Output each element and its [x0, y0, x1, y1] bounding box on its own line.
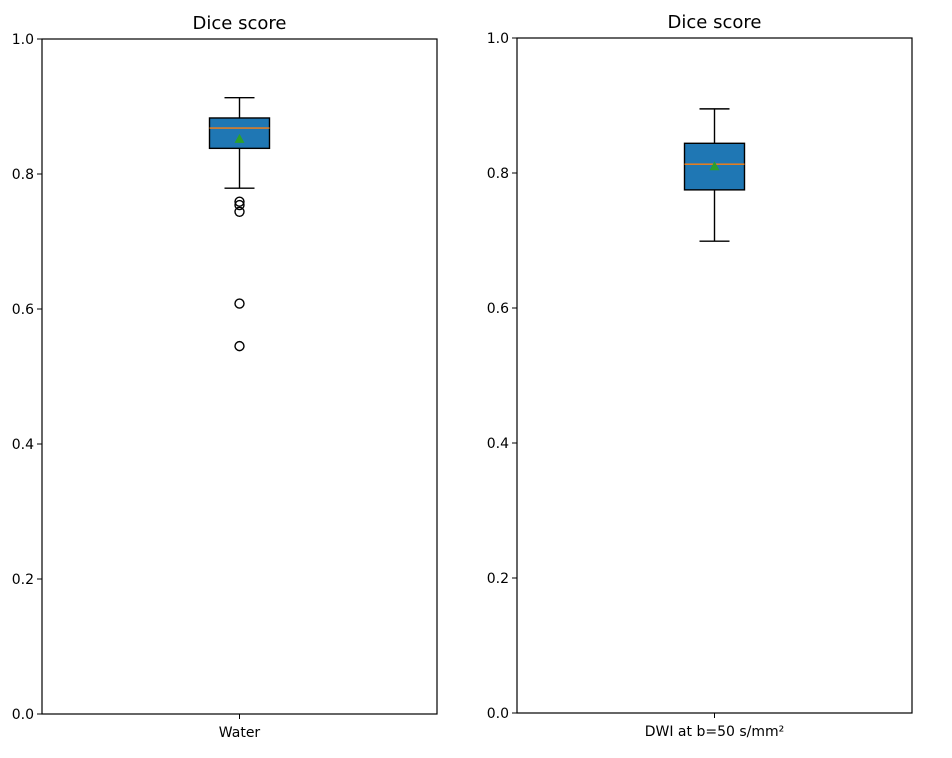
y-tick-label: 1.0 [12, 32, 34, 48]
x-tick-label: DWI at b=50 s/mm² [645, 724, 785, 740]
y-tick-label: 0.0 [487, 706, 509, 722]
y-tick-label: 0.8 [487, 166, 509, 182]
outlier-point [234, 340, 245, 352]
y-tick-label: 0.4 [12, 437, 34, 453]
chart-title: Dice score [668, 12, 762, 33]
outlier-point [234, 196, 245, 207]
y-tick-label: 0.8 [12, 167, 34, 183]
y-tick-label: 0.2 [487, 571, 509, 587]
outlier-point [234, 206, 245, 218]
chart-dwi: Dice score 0.0 0.2 0.4 0.6 0.8 1.0 DWI at b=50 … [487, 12, 913, 740]
y-tick-label: 0.2 [12, 572, 34, 588]
axes-frame [516, 37, 913, 714]
y-tick-label: 0.6 [487, 301, 509, 317]
y-tick-label: 0.4 [487, 436, 509, 452]
outlier-point [234, 298, 245, 309]
axes-frame [41, 38, 438, 715]
mean-marker [709, 161, 720, 171]
mean-marker [234, 133, 245, 143]
chart-water: Dice score 0.0 0.2 0.4 0.6 0.8 1.0 Water [12, 13, 438, 741]
chart-title: Dice score [193, 13, 287, 34]
outlier-point [234, 199, 245, 211]
y-tick-label: 0.0 [12, 707, 34, 723]
box-iqr [208, 117, 271, 150]
y-tick-label: 1.0 [487, 31, 509, 47]
x-tick-label: Water [219, 725, 261, 741]
y-tick-label: 0.6 [12, 302, 34, 318]
